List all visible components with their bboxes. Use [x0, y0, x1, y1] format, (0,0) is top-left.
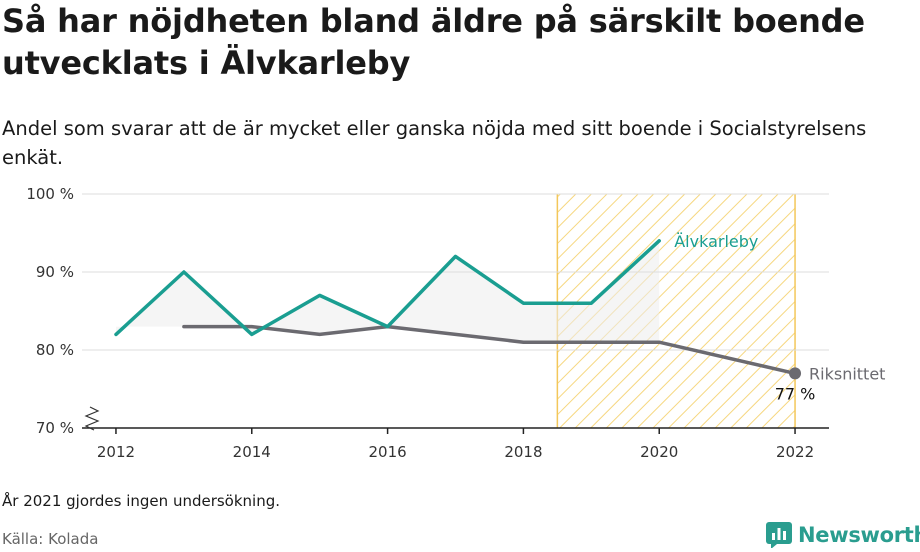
x-tick-label: 2018	[504, 443, 542, 461]
axes: 2012 2014 2016 2018 2020 2022	[82, 406, 829, 461]
x-tick-label: 2020	[640, 443, 678, 461]
y-tick-label: 70 %	[36, 419, 74, 437]
chart-note: År 2021 gjordes ingen undersökning.	[2, 492, 281, 510]
brand-logo[interactable]: Newsworthy	[766, 520, 920, 550]
brand-name: Newsworthy	[798, 523, 920, 547]
x-tick-label: 2016	[368, 443, 406, 461]
axis-break-mark	[84, 406, 100, 431]
x-tick-label: 2012	[97, 443, 135, 461]
end-value-label: 77 %	[775, 384, 816, 403]
series-label-alvkarleby: Älvkarleby	[674, 232, 758, 251]
end-point-riksnittet	[789, 367, 802, 380]
chart-subtitle: Andel som svarar att de är mycket eller …	[2, 117, 867, 169]
newsworthy-icon	[766, 522, 792, 548]
series-label-riksnittet: Riksnittet	[809, 364, 885, 383]
chart-title: Så har nöjdheten bland äldre på särskilt…	[2, 2, 865, 82]
series-line-riksnittet	[182, 324, 797, 376]
gap-area	[116, 240, 660, 343]
grid-lines: 70 % 80 % 90 % 100 %	[26, 185, 829, 437]
series-lines	[114, 239, 802, 380]
x-tick-label: 2022	[776, 443, 814, 461]
y-tick-label: 100 %	[26, 185, 74, 203]
y-tick-label: 90 %	[36, 263, 74, 281]
x-tick-label: 2014	[233, 443, 271, 461]
y-tick-label: 80 %	[36, 341, 74, 359]
gap-fill	[116, 240, 660, 343]
series-line-alvkarleby	[114, 239, 661, 337]
line-chart: 70 %80 %90 %100 % 2012 2014 2016 2018 2020 20…	[26, 185, 885, 461]
chart-source: Källa: Kolada	[2, 530, 99, 548]
